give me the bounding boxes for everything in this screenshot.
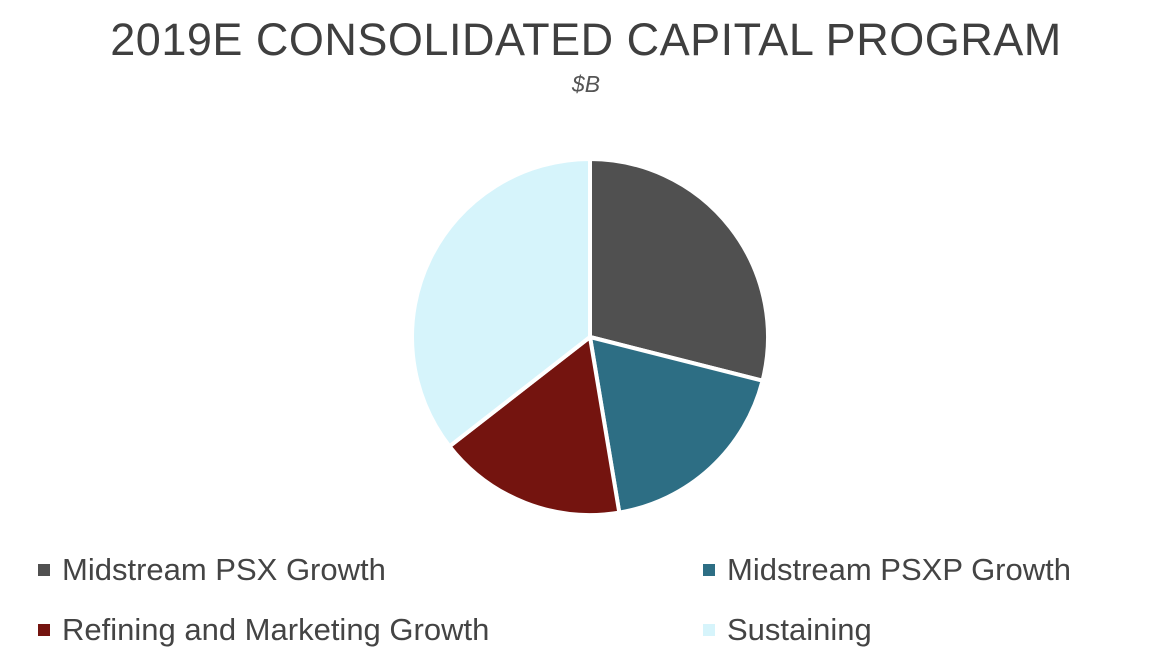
chart-title: 2019E CONSOLIDATED CAPITAL PROGRAM bbox=[110, 14, 1062, 65]
legend-label: Midstream PSX Growth bbox=[62, 552, 386, 587]
pie-slice-sustaining bbox=[410, 157, 592, 449]
legend-label: Refining and Marketing Growth bbox=[62, 612, 490, 647]
legend-label: Sustaining bbox=[727, 612, 872, 647]
chart-subtitle: $B bbox=[571, 71, 601, 97]
pie-slice-refining-and-marketing-growth bbox=[447, 335, 622, 517]
pie-slice-midstream-psxp-growth bbox=[588, 335, 765, 515]
legend-item-refining-and-marketing-growth: Refining and Marketing Growth bbox=[38, 612, 489, 648]
legend-item-midstream-psx-growth: Midstream PSX Growth bbox=[38, 552, 386, 588]
legend-swatch bbox=[703, 624, 715, 636]
legend-item-sustaining: Sustaining bbox=[703, 612, 872, 648]
legend-label: Midstream PSXP Growth bbox=[727, 552, 1071, 587]
pie-slice-midstream-psx-growth bbox=[588, 157, 770, 383]
legend-swatch bbox=[703, 564, 715, 576]
legend-swatch bbox=[38, 564, 50, 576]
legend-item-midstream-psxp-growth: Midstream PSXP Growth bbox=[703, 552, 1071, 588]
legend-swatch bbox=[38, 624, 50, 636]
